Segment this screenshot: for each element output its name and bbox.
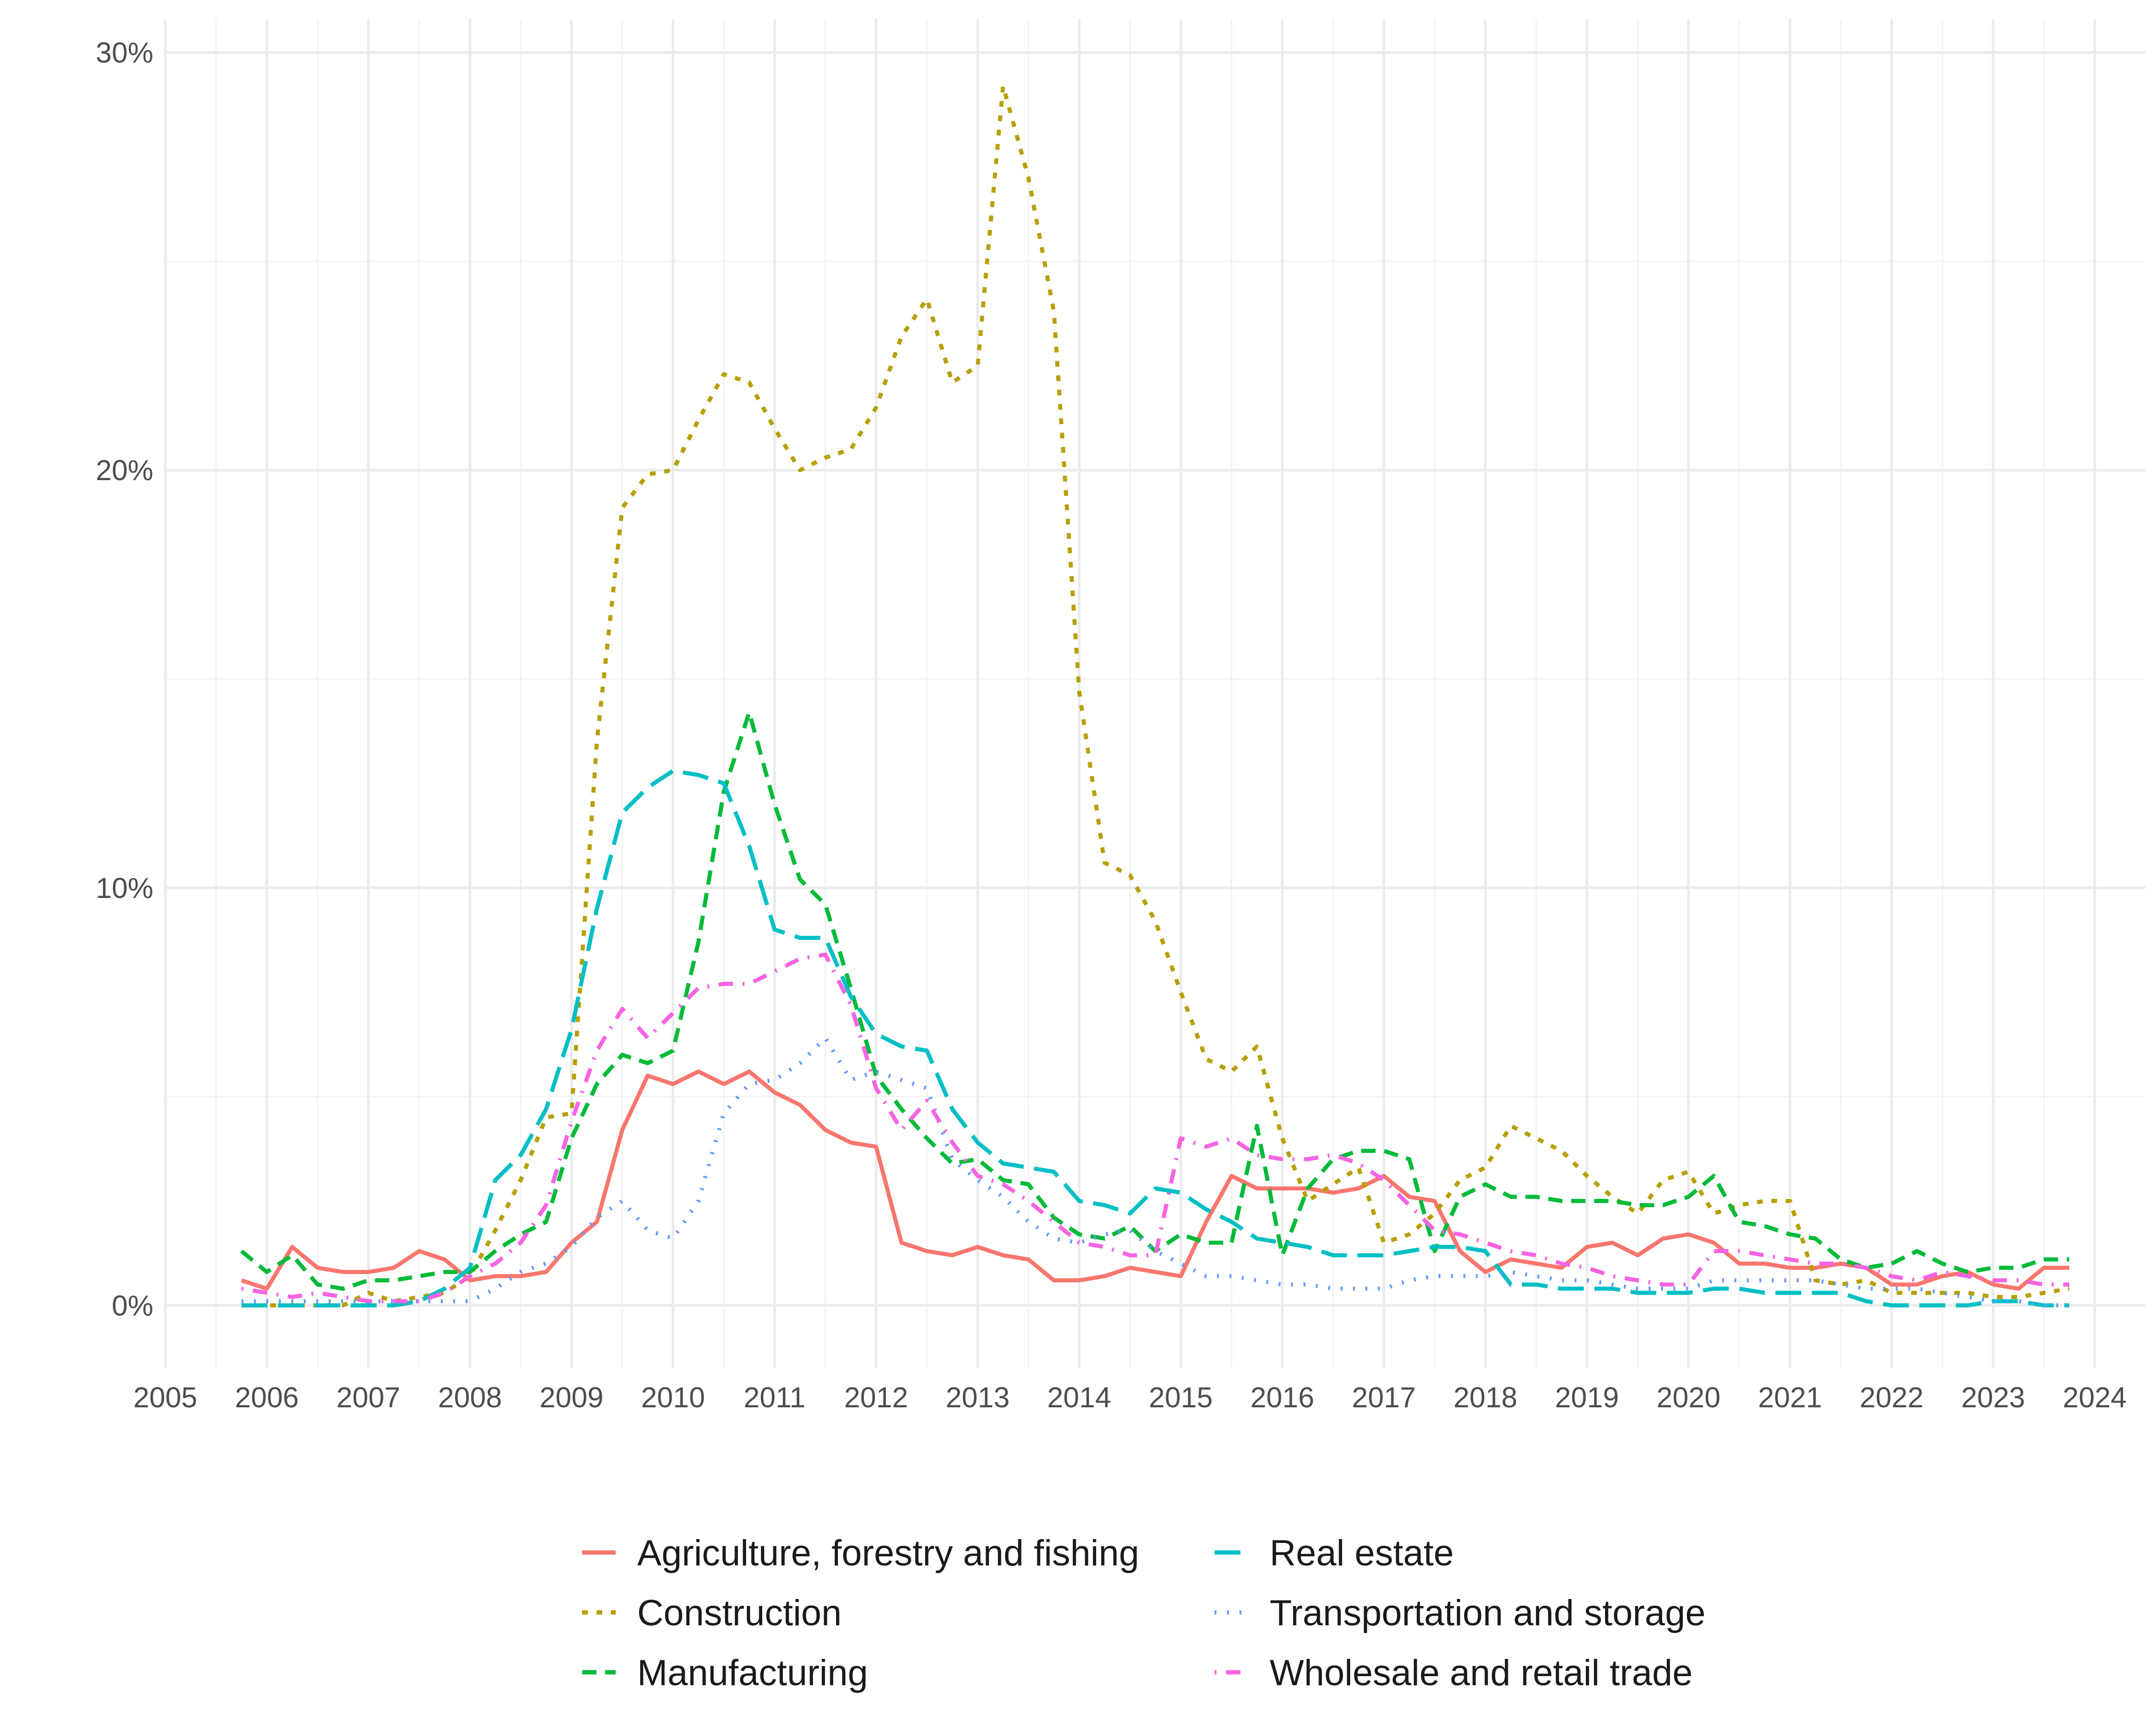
x-tick-label: 2006 <box>235 1381 298 1414</box>
x-tick-label: 2018 <box>1454 1381 1517 1414</box>
legend-label: Real estate <box>1270 1533 1454 1574</box>
y-tick-label: 10% <box>96 872 153 904</box>
x-tick-label: 2022 <box>1859 1381 1923 1414</box>
y-tick-label: 30% <box>96 37 153 69</box>
y-axis-tick-labels: 0% 10% 20% 30% <box>96 37 153 1322</box>
x-tick-label: 2007 <box>336 1381 400 1414</box>
x-tick-label: 2020 <box>1656 1381 1720 1414</box>
legend-label: Agriculture, forestry and fishing <box>637 1533 1139 1574</box>
y-tick-label: 0% <box>112 1289 153 1322</box>
legend: Agriculture, forestry and fishing Constru… <box>582 1533 1706 1693</box>
y-tick-label: 20% <box>96 454 153 486</box>
x-tick-label: 2024 <box>2063 1381 2126 1414</box>
x-tick-label: 2011 <box>744 1381 805 1414</box>
series-line-4 <box>241 769 2069 1308</box>
series-layer <box>240 84 2070 1308</box>
series-line-3 <box>240 710 2069 1291</box>
x-tick-label: 2019 <box>1555 1381 1619 1414</box>
x-axis-tick-labels: 2005 2006 2007 2008 2009 2010 2011 2012 2013 2014… <box>133 1381 2127 1414</box>
x-tick-label: 2012 <box>844 1381 908 1414</box>
series-line-1 <box>241 1069 2069 1291</box>
x-tick-label: 2009 <box>539 1381 603 1414</box>
legend-label: Manufacturing <box>637 1653 868 1693</box>
series-line-5 <box>241 1036 2069 1308</box>
legend-label: Wholesale and retail trade <box>1270 1653 1693 1693</box>
x-tick-label: 2013 <box>946 1381 1009 1414</box>
x-tick-label: 2015 <box>1149 1381 1213 1414</box>
series-line-2 <box>241 84 2070 1308</box>
x-tick-label: 2017 <box>1352 1381 1416 1414</box>
x-tick-label: 2023 <box>1961 1381 2025 1414</box>
x-tick-label: 2008 <box>438 1381 502 1414</box>
grid-minor <box>165 19 2145 1368</box>
x-tick-label: 2016 <box>1250 1381 1314 1414</box>
x-tick-label: 2014 <box>1047 1381 1111 1414</box>
x-tick-label: 2005 <box>133 1381 197 1414</box>
series-line-6 <box>241 952 2069 1303</box>
grid-major <box>164 19 2145 1368</box>
legend-label: Construction <box>637 1593 842 1633</box>
legend-label: Transportation and storage <box>1270 1593 1706 1633</box>
x-tick-label: 2010 <box>641 1381 705 1414</box>
x-tick-label: 2021 <box>1758 1381 1822 1414</box>
